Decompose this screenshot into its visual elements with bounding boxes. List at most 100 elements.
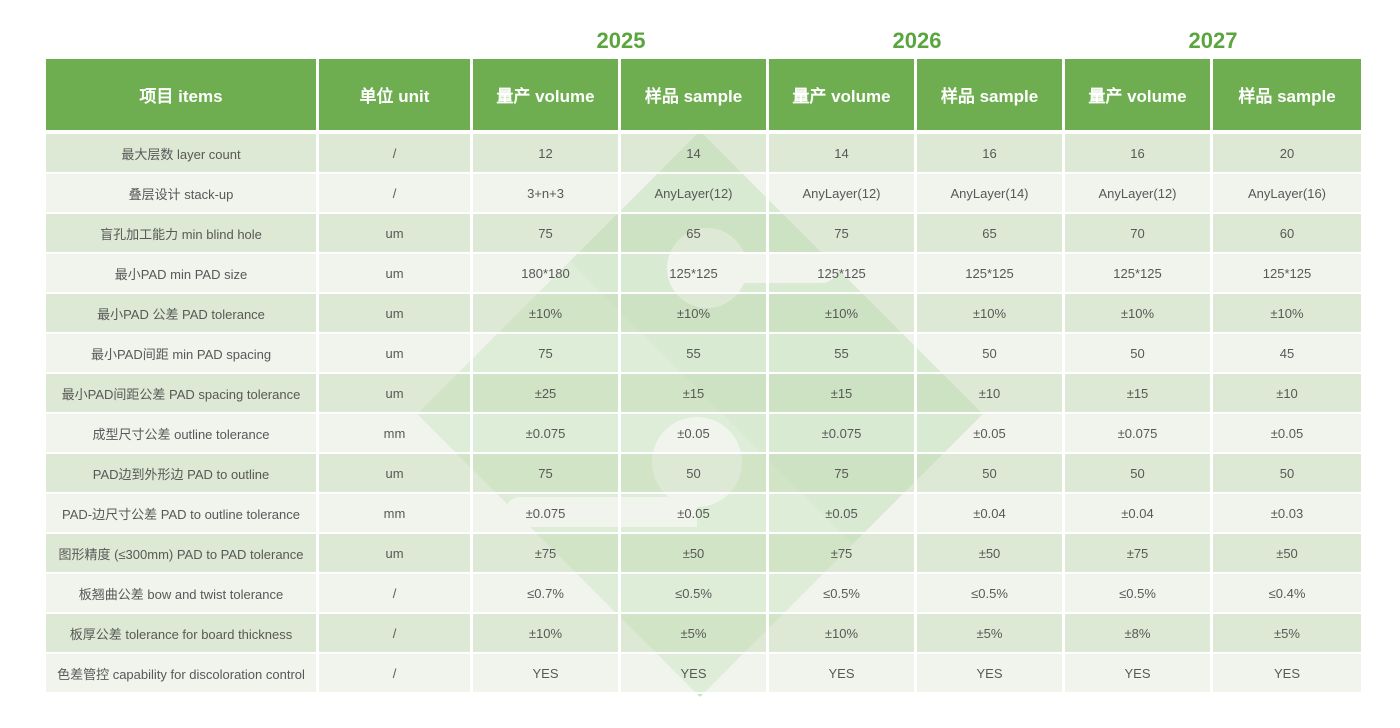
unit-value: / [319, 574, 473, 614]
cell-value: 45 [1213, 334, 1361, 374]
cell-value: ±10% [917, 294, 1065, 334]
unit-value: um [319, 374, 473, 414]
cell-value: 125*125 [769, 254, 917, 294]
cell-value: 14 [621, 134, 769, 174]
cell-value: ±5% [917, 614, 1065, 654]
capability-table: 项目 items 单位 unit 量产 volume 样品 sample 量产 … [46, 59, 1361, 694]
cell-value: 16 [1065, 134, 1213, 174]
cell-value: ±10% [1213, 294, 1361, 334]
header-cell-2026-volume: 量产 volume [769, 59, 917, 134]
cell-value: ±10% [769, 294, 917, 334]
item-label: 图形精度 (≤300mm) PAD to PAD tolerance [46, 534, 319, 574]
cell-value: 125*125 [1213, 254, 1361, 294]
item-label: 最小PAD间距 min PAD spacing [46, 334, 319, 374]
cell-value: 65 [917, 214, 1065, 254]
item-label: 色差管控 capability for discoloration contro… [46, 654, 319, 694]
cell-value: ±10% [621, 294, 769, 334]
unit-value: / [319, 134, 473, 174]
cell-value: ±10% [1065, 294, 1213, 334]
cell-value: ±10% [473, 294, 621, 334]
unit-value: / [319, 654, 473, 694]
cell-value: 50 [621, 454, 769, 494]
cell-value: 60 [1213, 214, 1361, 254]
cell-value: ±15 [769, 374, 917, 414]
cell-value: YES [1065, 654, 1213, 694]
cell-value: ±0.04 [917, 494, 1065, 534]
item-label: 最小PAD min PAD size [46, 254, 319, 294]
cell-value: AnyLayer(16) [1213, 174, 1361, 214]
cell-value: AnyLayer(14) [917, 174, 1065, 214]
cell-value: ±0.05 [1213, 414, 1361, 454]
unit-value: / [319, 614, 473, 654]
cell-value: ≤0.5% [769, 574, 917, 614]
cell-value: ≤0.5% [917, 574, 1065, 614]
header-cell-2027-sample: 样品 sample [1213, 59, 1361, 134]
cell-value: YES [917, 654, 1065, 694]
cell-value: 75 [769, 214, 917, 254]
cell-value: ±0.075 [473, 494, 621, 534]
unit-value: um [319, 214, 473, 254]
unit-value: um [319, 294, 473, 334]
cell-value: ±10 [1213, 374, 1361, 414]
cell-value: ±0.05 [917, 414, 1065, 454]
item-label: 成型尺寸公差 outline tolerance [46, 414, 319, 454]
cell-value: 55 [769, 334, 917, 374]
cell-value: YES [473, 654, 621, 694]
cell-value: ±75 [769, 534, 917, 574]
cell-value: 75 [473, 334, 621, 374]
cell-value: ±5% [1213, 614, 1361, 654]
cell-value: 16 [917, 134, 1065, 174]
unit-value: / [319, 174, 473, 214]
cell-value: ±0.075 [473, 414, 621, 454]
cell-value: ±50 [1213, 534, 1361, 574]
cell-value: 12 [473, 134, 621, 174]
unit-value: mm [319, 414, 473, 454]
cell-value: 50 [1065, 334, 1213, 374]
unit-value: mm [319, 494, 473, 534]
item-label: 盲孔加工能力 min blind hole [46, 214, 319, 254]
cell-value: ±15 [621, 374, 769, 414]
cell-value: ≤0.4% [1213, 574, 1361, 614]
year-label-2026: 2026 [892, 28, 942, 53]
item-label: PAD-边尺寸公差 PAD to outline tolerance [46, 494, 319, 534]
cell-value: 75 [473, 214, 621, 254]
cell-value: ±10% [473, 614, 621, 654]
cell-value: ±25 [473, 374, 621, 414]
cell-value: ±0.05 [621, 414, 769, 454]
item-label: 板厚公差 tolerance for board thickness [46, 614, 319, 654]
cell-value: 125*125 [917, 254, 1065, 294]
cell-value: ±75 [1065, 534, 1213, 574]
cell-value: 20 [1213, 134, 1361, 174]
cell-value: 55 [621, 334, 769, 374]
cell-value: ±75 [473, 534, 621, 574]
cell-value: ±15 [1065, 374, 1213, 414]
cell-value: 50 [1065, 454, 1213, 494]
cell-value: YES [769, 654, 917, 694]
item-label: 最小PAD 公差 PAD tolerance [46, 294, 319, 334]
cell-value: 70 [1065, 214, 1213, 254]
year-labels-spacer [46, 26, 473, 56]
cell-value: 180*180 [473, 254, 621, 294]
header-cell-unit: 单位 unit [319, 59, 473, 134]
cell-value: YES [1213, 654, 1361, 694]
cell-value: 75 [473, 454, 621, 494]
cell-value: 14 [769, 134, 917, 174]
cell-value: 65 [621, 214, 769, 254]
item-label: 最大层数 layer count [46, 134, 319, 174]
cell-value: ±0.075 [769, 414, 917, 454]
cell-value: ±0.05 [621, 494, 769, 534]
year-labels-row: 2025 2026 2027 [46, 26, 1361, 56]
header-cell-2027-volume: 量产 volume [1065, 59, 1213, 134]
cell-value: ≤0.5% [1065, 574, 1213, 614]
cell-value: 125*125 [1065, 254, 1213, 294]
cell-value: ±10 [917, 374, 1065, 414]
cell-value: ±8% [1065, 614, 1213, 654]
cell-value: ±0.03 [1213, 494, 1361, 534]
cell-value: 3+n+3 [473, 174, 621, 214]
cell-value: 125*125 [621, 254, 769, 294]
cell-value: YES [621, 654, 769, 694]
cell-value: ±50 [917, 534, 1065, 574]
cell-value: ±50 [621, 534, 769, 574]
header-cell-2025-sample: 样品 sample [621, 59, 769, 134]
